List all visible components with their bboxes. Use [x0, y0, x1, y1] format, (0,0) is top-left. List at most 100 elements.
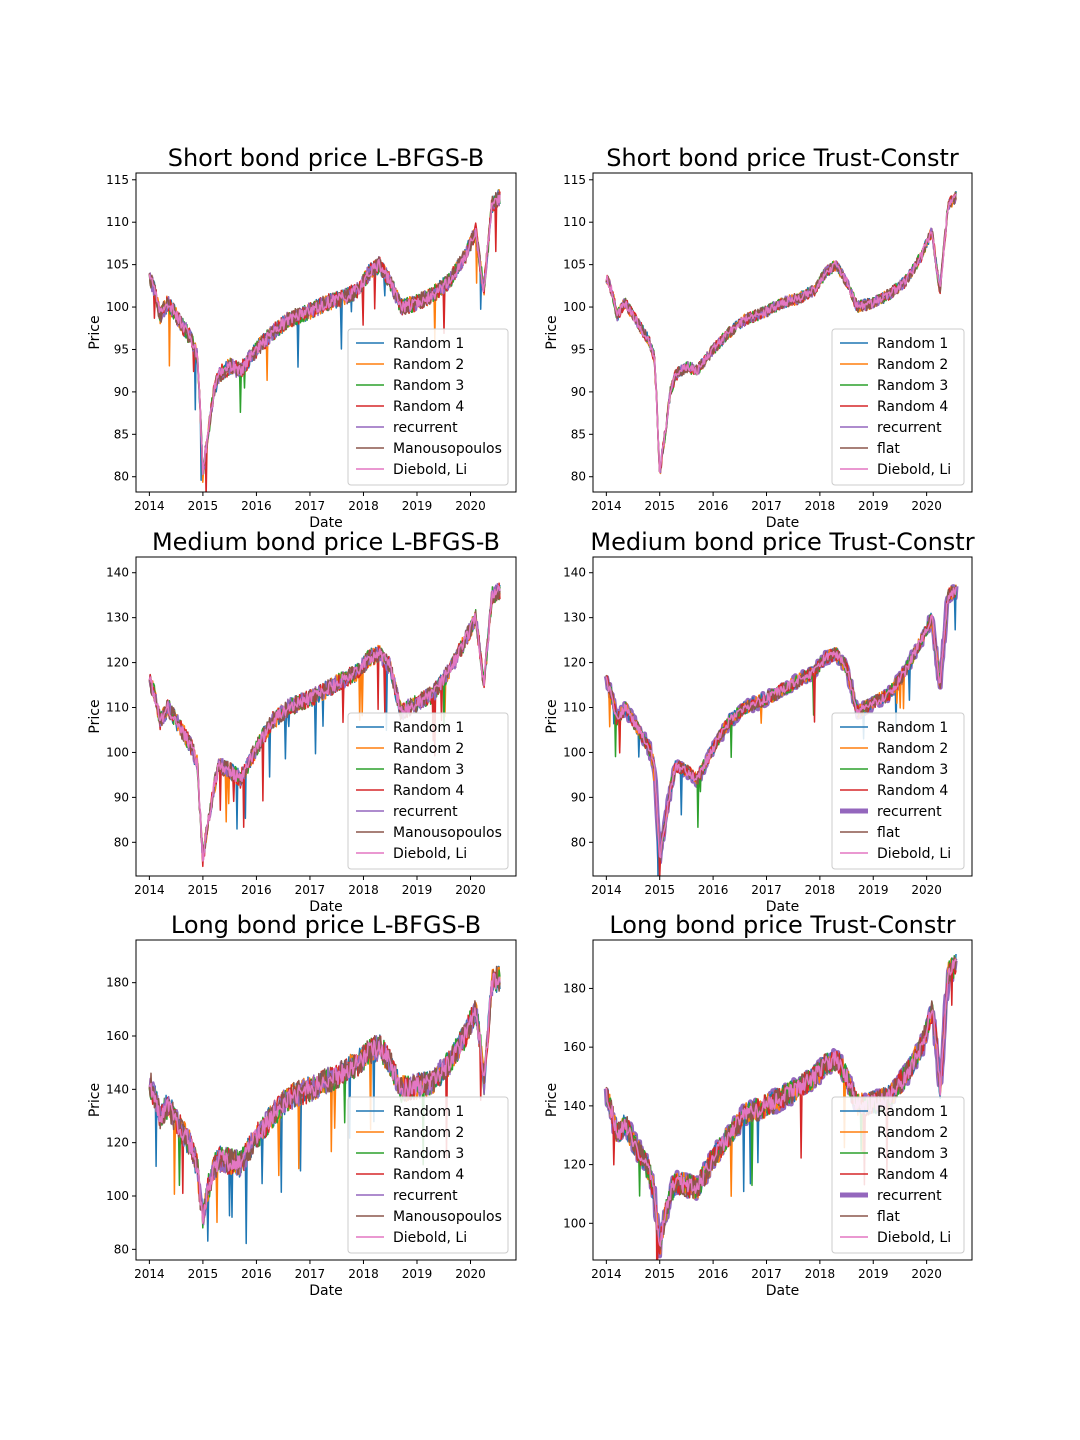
x-tick-label: 2017: [295, 1267, 326, 1281]
y-tick-label: 80: [114, 470, 129, 484]
x-axis-label: Date: [766, 899, 799, 915]
legend: Random 1 Random 2 Random 3 Random 4 recurren…: [347, 712, 509, 870]
x-axis-label: Date: [309, 1283, 342, 1299]
y-tick-label: 100: [106, 1189, 129, 1203]
x-tick-label: 2014: [591, 1267, 622, 1281]
y-tick-label: 90: [571, 790, 586, 804]
x-tick-label: 2020: [455, 883, 486, 897]
chart-title: Short bond price Trust-Constr: [606, 144, 959, 172]
y-axis-label: Price: [87, 699, 103, 733]
x-tick-label: 2014: [134, 1267, 165, 1281]
y-tick-label: 180: [106, 976, 129, 990]
legend-entry: recurrent: [393, 420, 458, 436]
legend-entry: Random 3: [877, 762, 948, 778]
plot-area: [148, 965, 501, 1245]
chart-panel-3: 2014 2015 2016 2017 2018 2019 2020 80 90 100 110 12…: [87, 528, 517, 915]
y-tick-label: 120: [563, 656, 586, 670]
x-tick-label: 2019: [858, 883, 889, 897]
x-tick-label: 2020: [911, 499, 942, 513]
y-tick-label: 130: [106, 611, 129, 625]
axes-frame: [592, 172, 973, 493]
x-tick-label: 2015: [644, 883, 675, 897]
legend-entry: flat: [877, 825, 900, 841]
y-axis-label: Price: [544, 315, 560, 349]
y-tick-label: 110: [106, 215, 129, 229]
x-tick-label: 2019: [858, 499, 889, 513]
y-tick-label: 160: [563, 1040, 586, 1054]
chart-panel-2: 2014 2015 2016 2017 2018 2019 2020 80 85 90 95 100 1…: [544, 144, 973, 531]
series-line-diebold-li: [605, 958, 957, 1247]
chart-title: Long bond price L-BFGS-B: [171, 911, 481, 939]
legend-entry: flat: [877, 1209, 900, 1225]
x-tick-label: 2016: [241, 499, 272, 513]
y-tick-label: 80: [114, 835, 129, 849]
x-tick-label: 2018: [348, 499, 379, 513]
x-tick-label: 2018: [805, 883, 836, 897]
y-tick-label: 110: [563, 215, 586, 229]
legend: Random 1 Random 2 Random 3 Random 4 recurren…: [347, 328, 509, 486]
y-tick-label: 80: [571, 470, 586, 484]
legend-entry: recurrent: [393, 1188, 458, 1204]
legend-entry: Random 2: [877, 1125, 948, 1141]
y-tick-label: 85: [571, 427, 586, 441]
x-tick-label: 2016: [698, 1267, 729, 1281]
legend-entry: recurrent: [393, 804, 458, 820]
x-tick-label: 2018: [348, 1267, 379, 1281]
legend: Random 1 Random 2 Random 3 Random 4 recurren…: [831, 328, 965, 486]
legend-entry: Manousopoulos: [393, 825, 502, 841]
plot-area: [603, 953, 958, 1260]
x-tick-label: 2016: [698, 883, 729, 897]
y-tick-label: 130: [563, 611, 586, 625]
legend-entry: Diebold, Li: [877, 846, 951, 862]
x-axis-label: Date: [766, 1283, 799, 1299]
legend-entry: Random 4: [393, 1167, 464, 1183]
y-axis-label: Price: [544, 1083, 560, 1117]
y-tick-label: 140: [563, 566, 586, 580]
x-tick-label: 2016: [241, 883, 272, 897]
y-tick-label: 80: [571, 835, 586, 849]
y-tick-label: 85: [114, 427, 129, 441]
chart-title: Medium bond price L-BFGS-B: [152, 528, 500, 556]
y-tick-label: 95: [571, 342, 586, 356]
legend-entry: Random 1: [393, 720, 464, 736]
chart-panel-6: 2014 2015 2016 2017 2018 2019 2020 100 120 140 160…: [544, 911, 973, 1299]
y-tick-label: 100: [563, 300, 586, 314]
x-tick-label: 2017: [751, 883, 782, 897]
plot-area: [148, 582, 501, 868]
legend: Random 1 Random 2 Random 3 Random 4 recurren…: [831, 1096, 965, 1254]
y-axis-label: Price: [87, 1083, 103, 1117]
y-axis-label: Price: [87, 315, 103, 349]
legend-entry: Random 1: [877, 1104, 948, 1120]
legend-entry: Random 1: [393, 336, 464, 352]
chart-panel-5: 2014 2015 2016 2017 2018 2019 2020 80 100 120 140 1…: [87, 911, 517, 1299]
y-tick-label: 140: [106, 566, 129, 580]
x-tick-label: 2018: [348, 883, 379, 897]
x-tick-label: 2015: [644, 499, 675, 513]
axes-frame: [592, 939, 973, 1261]
x-tick-label: 2020: [455, 1267, 486, 1281]
x-tick-label: 2017: [751, 499, 782, 513]
legend-entry: Random 4: [393, 399, 464, 415]
y-tick-label: 100: [106, 745, 129, 759]
chart-panel-4: 2014 2015 2016 2017 2018 2019 2020 80 90 100 110 12…: [544, 528, 975, 915]
legend-entry: Random 3: [393, 1146, 464, 1162]
y-tick-label: 110: [563, 701, 586, 715]
legend-entry: Random 1: [393, 1104, 464, 1120]
legend-entry: Random 2: [393, 741, 464, 757]
axes-frame: [135, 556, 517, 877]
plot-area: [605, 191, 957, 475]
x-tick-label: 2017: [295, 499, 326, 513]
legend-entry: recurrent: [877, 1188, 942, 1204]
legend-entry: Random 4: [877, 783, 948, 799]
legend-entry: Random 2: [393, 1125, 464, 1141]
plot-area: [148, 188, 501, 492]
y-tick-label: 120: [106, 656, 129, 670]
y-tick-label: 100: [106, 300, 129, 314]
legend-entry: Random 4: [877, 399, 948, 415]
legend-entry: Random 3: [877, 378, 948, 394]
y-tick-label: 95: [114, 342, 129, 356]
legend-box: [347, 328, 509, 486]
series-line-diebold-li: [148, 584, 501, 862]
legend-entry: Random 1: [877, 336, 948, 352]
axes-frame: [135, 172, 517, 493]
